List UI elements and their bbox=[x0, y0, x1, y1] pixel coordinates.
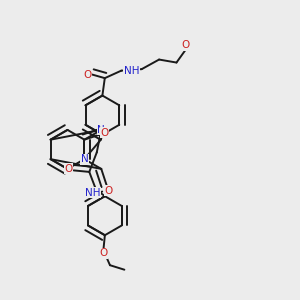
Text: NH: NH bbox=[85, 188, 100, 198]
Text: O: O bbox=[182, 40, 190, 50]
Text: N: N bbox=[98, 125, 105, 135]
Text: NH: NH bbox=[124, 66, 139, 76]
Text: O: O bbox=[100, 128, 109, 138]
Text: O: O bbox=[83, 70, 92, 80]
Text: N: N bbox=[80, 154, 88, 164]
Text: O: O bbox=[64, 164, 72, 174]
Text: O: O bbox=[104, 186, 112, 196]
Text: O: O bbox=[99, 248, 107, 258]
